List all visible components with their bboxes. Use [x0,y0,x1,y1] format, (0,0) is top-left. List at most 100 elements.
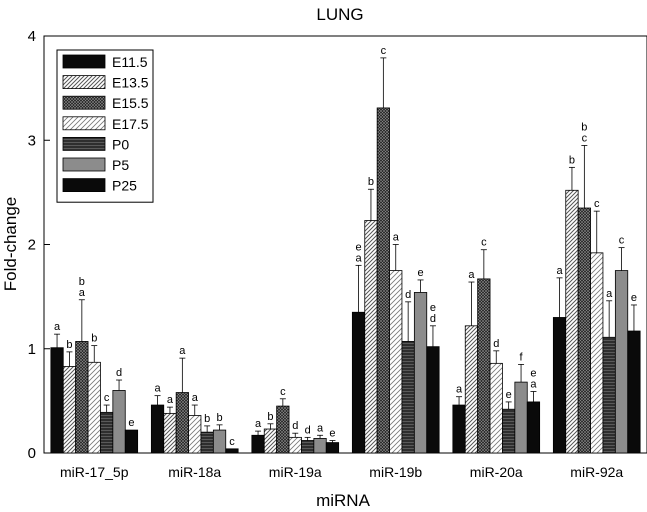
bar [313,438,327,454]
significance-letter: a [393,232,400,244]
bar [502,408,516,454]
significance-letter: a [79,287,86,299]
bar [489,362,503,454]
bar [301,440,315,454]
bar [75,341,89,454]
significance-letter: b [581,121,587,133]
significance-letter: d [305,424,311,436]
significance-letter: b [91,333,97,345]
significance-letter: b [368,176,374,188]
bar [62,366,77,454]
legend-swatch [62,75,106,89]
bar [364,220,378,454]
significance-letter: f [520,351,524,363]
bar [325,442,340,454]
bar [351,311,366,454]
bar [614,270,629,454]
y-tick-label: 1 [28,341,36,358]
significance-letter: e [128,417,134,429]
significance-letter: e [506,389,512,401]
y-tick-label: 0 [28,445,36,462]
significance-letter: c [280,386,286,398]
significance-letter: a [167,394,174,406]
legend-swatch [62,136,106,151]
bar [212,429,227,454]
x-tick-label: miR-19a [269,464,322,480]
x-tick-label: miR-17_5p [60,464,129,480]
significance-letter: c [619,235,625,247]
bar [251,434,265,454]
legend-swatch [62,116,106,131]
legend-entry: E15.5 [112,95,149,111]
significance-letter: d [430,313,436,325]
bar [200,431,214,454]
bar [163,412,177,454]
significance-letter: c [582,132,588,144]
bar [50,347,64,454]
bar [552,317,567,454]
bar [263,428,278,454]
bar [590,252,604,454]
significance-letter: e [530,367,536,379]
bar [401,341,415,454]
bar [565,189,579,454]
bar [100,411,114,454]
legend: E11.5 E13.5 E15.5 E17.5 P0 P5 P25 [56,49,154,203]
significance-letter: e [631,292,637,304]
legend-entry: E17.5 [112,116,149,132]
bar [225,448,239,454]
bar [288,436,302,454]
bar [627,330,641,454]
bar [188,415,202,454]
bar [87,361,101,454]
significance-letter: a [154,383,161,395]
x-tick-label: miR-92a [570,464,623,480]
bar [602,336,616,454]
significance-letter: a [355,252,362,264]
x-tick-label: miR-18a [168,464,221,480]
significance-letter: b [66,339,72,351]
significance-letter: a [317,422,324,434]
significance-letter: c [481,237,487,249]
x-tick-label: miR-19b [369,464,422,480]
bar [112,390,126,454]
bar [426,346,440,454]
significance-letter: d [493,338,499,350]
significance-letter: e [355,241,361,253]
significance-letter: b [569,154,575,166]
significance-letter: c [594,198,600,210]
significance-letter: c [381,45,387,57]
significance-letter: e [430,302,436,314]
significance-letter: a [255,418,262,430]
bar [452,404,466,454]
significance-letter: e [329,427,335,439]
y-tick-label: 2 [28,237,36,254]
significance-letter: b [79,276,85,288]
significance-letter: d [292,420,298,432]
bar [413,292,428,454]
legend-swatch [62,178,106,193]
significance-letter: a [556,265,563,277]
significance-letter: a [468,269,475,281]
legend-entry: P5 [112,157,129,173]
significance-letter: e [417,267,423,279]
legend-swatch [62,157,106,172]
y-tick-label: 3 [28,132,36,149]
x-axis-label: miRNA [316,491,370,510]
significance-letter: d [405,289,411,301]
legend-entry: P0 [112,136,129,152]
bar [124,429,139,454]
significance-letter: c [229,436,235,448]
significance-letter: b [216,412,222,424]
bar [526,401,541,454]
significance-letter: b [204,413,210,425]
significance-letter: d [116,367,122,379]
significance-letter: a [54,321,61,333]
bar [577,207,591,454]
bar [514,381,528,454]
significance-letter: a [179,345,186,357]
legend-swatch [62,54,106,69]
legend-entry: P25 [112,178,137,194]
